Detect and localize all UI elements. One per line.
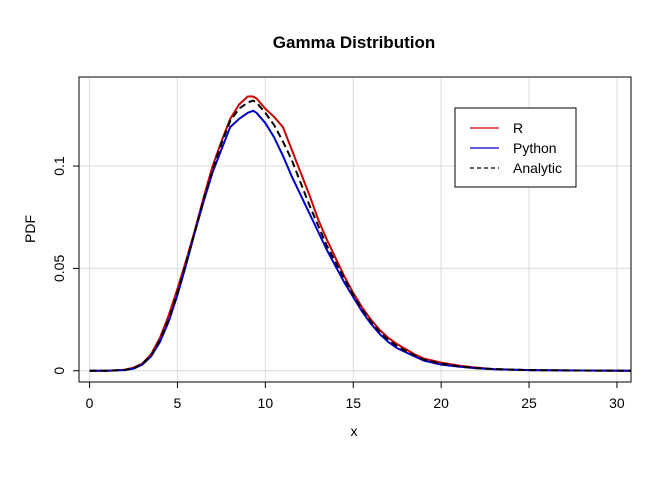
- x-axis: 0 5 10 15 20 25 30: [86, 382, 625, 411]
- legend-label-analytic: Analytic: [513, 160, 562, 176]
- legend-label-python: Python: [513, 140, 557, 156]
- x-tick-label: 30: [609, 395, 625, 411]
- y-axis-label: PDF: [22, 215, 38, 243]
- legend-label-r: R: [513, 120, 523, 136]
- y-tick-label: 0.1: [51, 156, 67, 176]
- y-tick-label: 0.05: [51, 255, 67, 282]
- x-tick-label: 20: [433, 395, 449, 411]
- y-axis: 0 0.05 0.1: [51, 156, 79, 375]
- x-tick-label: 0: [86, 395, 94, 411]
- plot-frame: [78, 76, 632, 383]
- x-tick-label: 5: [174, 395, 182, 411]
- x-tick-label: 25: [521, 395, 537, 411]
- legend: R Python Analytic: [454, 107, 577, 188]
- x-axis-label: x: [351, 423, 358, 439]
- x-tick-label: 10: [258, 395, 274, 411]
- y-tick-label: 0: [51, 367, 67, 375]
- series-line-analytic: [89, 99, 631, 372]
- series-lines: [89, 95, 631, 372]
- chart-title: Gamma Distribution: [273, 33, 435, 52]
- series-line-r: [89, 95, 631, 372]
- x-tick-label: 15: [345, 395, 361, 411]
